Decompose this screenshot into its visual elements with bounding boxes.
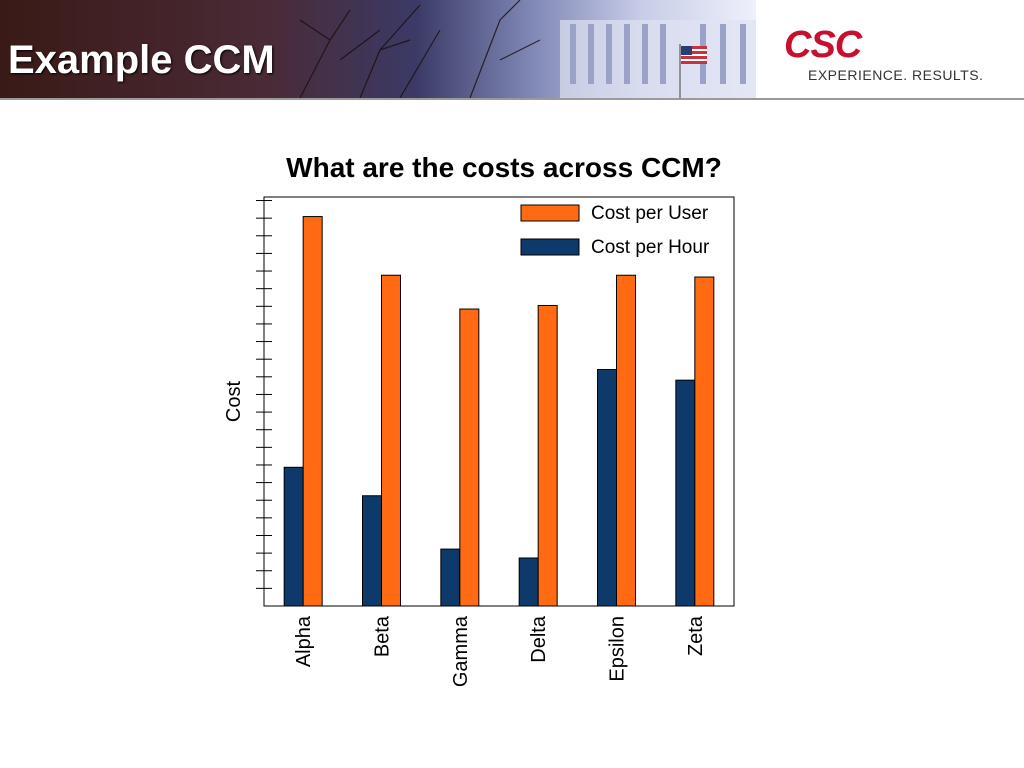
chart-title: What are the costs across CCM? (286, 152, 722, 183)
x-tick-label: Delta (528, 615, 550, 663)
plot-area (263, 196, 735, 607)
slide-header: Example CCM CSC EXPERIENCE. RESULTS. (0, 0, 1024, 100)
x-tick-label: Epsilon (607, 616, 629, 682)
bar-cost-per-hour-beta (362, 495, 382, 607)
x-tick-label: Alpha (293, 615, 315, 667)
bar-cost-per-user-beta (381, 274, 401, 607)
legend-swatch (520, 238, 580, 256)
bar-cost-per-user-alpha (302, 216, 323, 607)
bar-cost-per-hour-alpha (283, 466, 304, 607)
bar-cost-per-user-delta (537, 304, 558, 607)
header-banner-photo: Example CCM (0, 0, 756, 98)
flag-icon (679, 44, 707, 98)
brand-tagline: EXPERIENCE. RESULTS. (808, 67, 984, 83)
legend-label: Cost per User (591, 203, 709, 224)
bar-cost-per-hour-epsilon (597, 368, 617, 607)
legend-label: Cost per Hour (591, 237, 710, 258)
bar-cost-per-hour-delta (518, 557, 539, 607)
bar-cost-per-user-gamma (459, 308, 480, 607)
bar-cost-per-user-zeta (694, 276, 715, 607)
capitol-dome-photo (299, 0, 756, 98)
legend-swatch (520, 204, 580, 222)
slide-title: Example CCM (8, 38, 275, 82)
x-tick-label: Zeta (685, 615, 707, 656)
bar-cost-per-user-epsilon (616, 274, 636, 607)
y-axis-label: Cost (223, 380, 245, 422)
bar-cost-per-hour-gamma (440, 548, 461, 607)
brand-logo: CSC EXPERIENCE. RESULTS. (784, 26, 1004, 86)
csc-logo-icon: CSC (784, 24, 862, 66)
x-tick-label: Beta (372, 615, 394, 657)
bar-cost-per-hour-zeta (675, 379, 696, 607)
x-tick-label: Gamma (450, 615, 472, 687)
